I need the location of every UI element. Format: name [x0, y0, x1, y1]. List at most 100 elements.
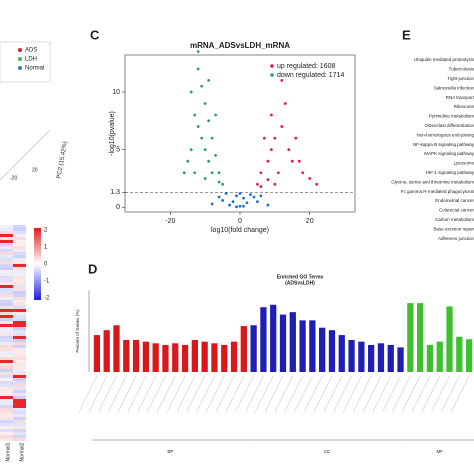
heatmap-cell [13, 366, 26, 369]
bar [123, 340, 130, 372]
heatmap-cell [13, 255, 26, 258]
heatmap-cell [13, 252, 26, 255]
point [290, 159, 294, 163]
colorbar-tick: 2 [44, 228, 48, 234]
heatmap-cell [0, 372, 13, 375]
point [186, 159, 190, 163]
heatmap-cell [0, 249, 13, 252]
heatmap-cell [0, 276, 13, 279]
colorbar-tick: 1 [44, 245, 48, 251]
heatmap-cell [0, 336, 13, 339]
bar [387, 344, 394, 372]
category-stub [78, 375, 98, 413]
category-stub [176, 375, 196, 413]
bar [309, 320, 316, 372]
kegg-term: Non-homologous end-joining [416, 132, 474, 137]
heatmap-cell [13, 417, 26, 420]
point [242, 204, 245, 208]
category-stub [186, 375, 205, 413]
legend-marker [18, 66, 22, 70]
heatmap-cell [13, 390, 26, 393]
bar [436, 341, 443, 372]
point [207, 159, 211, 163]
bar [397, 347, 404, 372]
category-stub [401, 375, 421, 413]
category-stub [333, 375, 352, 413]
bar [338, 335, 345, 372]
bar [416, 303, 424, 372]
heatmap-cell [0, 312, 13, 315]
heatmap-cell [0, 438, 13, 441]
point [217, 195, 221, 199]
heatmap-cell [13, 426, 26, 429]
kegg-term: Tight junction [447, 76, 474, 81]
category-stub [137, 375, 156, 413]
heatmap-cell [13, 306, 26, 309]
heatmap-cell [0, 357, 13, 360]
bar [240, 326, 247, 372]
heatmap-cell [0, 342, 13, 345]
point [276, 171, 280, 175]
panel-label: C [90, 27, 100, 42]
point [214, 154, 218, 157]
bar [250, 325, 257, 372]
heatmap-cell [13, 393, 26, 396]
colorbar-tick: 0 [44, 262, 48, 268]
colorbar [34, 228, 41, 300]
point [259, 194, 263, 198]
category-stub [382, 375, 401, 413]
kegg-term: Salmonella infection [434, 85, 474, 90]
chart-title: Enriched GO Terms [277, 274, 324, 280]
x-tick-label: 0 [238, 218, 242, 225]
heatmap-cell [13, 363, 26, 366]
legend-label: down regulated: 1714 [277, 72, 344, 79]
heatmap-cell [13, 327, 26, 330]
heatmap-cell [13, 342, 26, 345]
kegg-term: Lysosome [454, 161, 474, 166]
heatmap-cell [0, 417, 13, 420]
heatmap-cell [13, 357, 26, 360]
heatmap-cell [13, 333, 26, 336]
kegg-term: Carbon metabolism [435, 217, 474, 222]
heatmap-cell [0, 426, 13, 429]
point [238, 192, 242, 195]
heatmap-cell [13, 264, 26, 267]
x-tick-label: 20 [306, 218, 314, 225]
pca-axis [0, 129, 51, 181]
category-stub [441, 375, 460, 413]
legend-label: ADS [25, 48, 37, 54]
heatmap-cell [0, 327, 13, 330]
heatmap-cell [13, 381, 26, 384]
bar [132, 340, 140, 372]
heatmap-cell [13, 339, 26, 342]
heatmap-cell [0, 267, 13, 270]
bar [93, 335, 101, 372]
bar [221, 344, 228, 372]
point [301, 171, 305, 175]
heatmap-cell [0, 261, 13, 264]
point [273, 136, 277, 140]
heatmap-cell [0, 285, 13, 288]
heatmap-cell [0, 258, 13, 261]
category-stub [245, 375, 264, 413]
y-tick-label: 10 [112, 89, 120, 96]
heatmap-cell [0, 363, 13, 366]
category-stub [294, 375, 313, 413]
heatmap-cell [13, 354, 26, 357]
kegg-term: Colorectal cancer [439, 208, 474, 213]
point [235, 205, 238, 209]
point [221, 182, 224, 186]
point [245, 201, 249, 205]
category-stub [303, 375, 323, 413]
heatmap-cell [13, 294, 26, 297]
category-stub [215, 375, 235, 413]
category-stub [235, 375, 254, 413]
heatmap-cell [13, 408, 26, 411]
chart-title: mRNA_ADSvsLDH_mRNA [190, 41, 290, 50]
bar [299, 320, 306, 372]
heatmap-cell [0, 387, 13, 390]
point [249, 193, 252, 197]
heatmap-cell [13, 291, 26, 294]
bar [103, 330, 110, 372]
heatmap-cell [0, 309, 13, 312]
